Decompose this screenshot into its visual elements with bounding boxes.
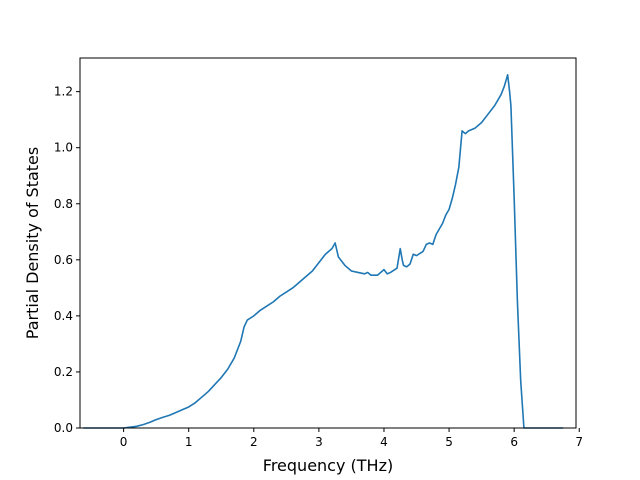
series-layer bbox=[83, 74, 563, 429]
y-tick-label: 0.8 bbox=[54, 197, 73, 211]
x-tick-label: 4 bbox=[380, 435, 388, 449]
x-tick-label: 0 bbox=[120, 435, 128, 449]
x-tick-label: 6 bbox=[510, 435, 518, 449]
y-axis-label: Partial Density of States bbox=[23, 147, 42, 339]
ticks-layer: 0 1 2 3 4 5 6 7 0.0 0.2 0.4 0.6 0.8 1.0 1.2 bbox=[54, 85, 583, 449]
y-tick-label: 1.2 bbox=[54, 85, 73, 99]
y-tick-label: 0.2 bbox=[54, 365, 73, 379]
pdos-series-line bbox=[83, 74, 563, 429]
y-tick-label: 1.0 bbox=[54, 141, 73, 155]
plot-frame bbox=[79, 57, 577, 429]
x-tick-label: 2 bbox=[250, 435, 258, 449]
x-tick-label: 1 bbox=[185, 435, 193, 449]
y-tick-label: 0.6 bbox=[54, 253, 73, 267]
x-axis-label: Frequency (THz) bbox=[263, 456, 393, 475]
x-tick-label: 3 bbox=[315, 435, 323, 449]
x-tick-label: 7 bbox=[575, 435, 583, 449]
x-tick-label: 5 bbox=[445, 435, 453, 449]
y-tick-label: 0.4 bbox=[54, 309, 73, 323]
y-tick-label: 0.0 bbox=[54, 421, 73, 435]
